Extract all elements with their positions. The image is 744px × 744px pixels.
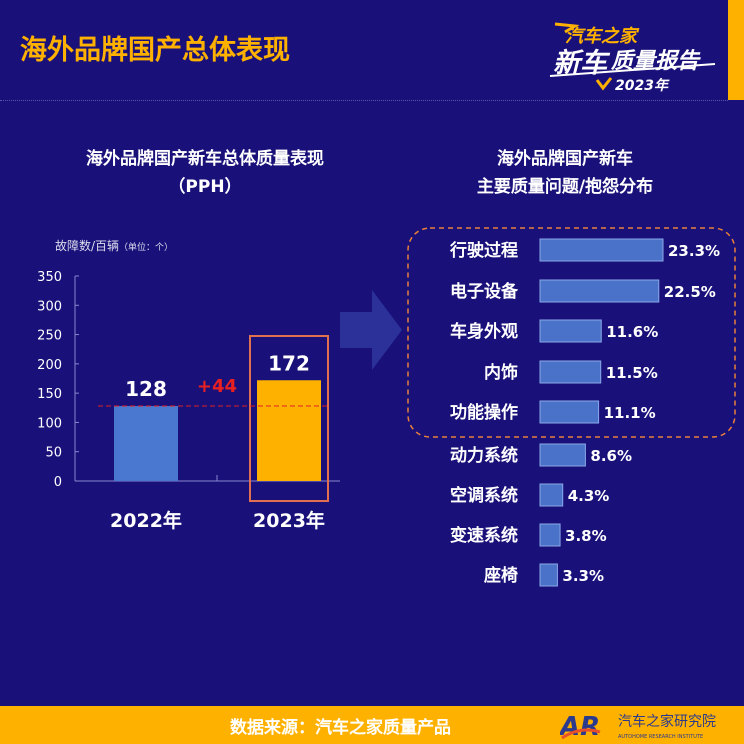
category-label: 内饰: [484, 362, 518, 383]
y-tick-label: 350: [37, 270, 62, 285]
y-tick-label: 0: [54, 475, 62, 490]
bar-2022年: [114, 406, 178, 481]
category-label: 电子设备: [450, 281, 519, 302]
bar-行驶过程: [539, 238, 664, 262]
svg-text:汽车之家: 汽车之家: [565, 26, 640, 47]
source-text: 数据来源：汽车之家质量产品: [230, 718, 451, 738]
arrow-icon: [340, 290, 402, 370]
category-label: 功能操作: [450, 402, 518, 423]
data-label: 11.1%: [604, 404, 656, 422]
bar-空调系统: [539, 483, 564, 507]
data-label: 4.3%: [568, 487, 610, 505]
bar-变速系统: [539, 523, 561, 547]
bar-车身外观: [539, 319, 602, 343]
footer-bar: [0, 706, 744, 744]
svg-text:AR: AR: [560, 712, 600, 742]
bar-动力系统: [539, 443, 586, 467]
x-tick-label: 2022年: [110, 509, 182, 532]
y-tick-label: 250: [37, 329, 62, 344]
bar-电子设备: [539, 279, 660, 303]
category-label: 座椅: [484, 565, 518, 586]
data-label: 128: [125, 377, 167, 401]
y-tick-label: 100: [37, 416, 62, 431]
right-title-text: 海外品牌国产新车: [497, 149, 633, 169]
svg-text:汽车之家研究院: 汽车之家研究院: [618, 713, 716, 730]
right-subtitle-text: 主要质量问题/抱怨分布: [476, 177, 654, 197]
right-chart-title: 海外品牌国产新车 主要质量问题/抱怨分布: [400, 145, 730, 201]
ylabel: 故障数/百辆: [55, 239, 120, 253]
bar-内饰: [539, 360, 602, 384]
y-tick-label: 200: [37, 358, 62, 373]
difference-annotation: +44: [197, 376, 237, 397]
category-label: 变速系统: [450, 525, 518, 546]
data-label: 11.5%: [606, 364, 658, 382]
y-axis-label: 故障数/百辆（单位：个）: [55, 237, 173, 254]
highlight-box: [407, 227, 736, 438]
bar-2023年: [257, 380, 321, 481]
svg-text:AUTOHOME RESEARCH INSTITUTE: AUTOHOME RESEARCH INSTITUTE: [618, 734, 703, 740]
data-label: 3.8%: [565, 527, 607, 545]
highlight-box: [249, 335, 329, 502]
left-chart-title: 海外品牌国产新车总体质量表现 （PPH）: [30, 145, 380, 201]
data-label: 11.6%: [606, 323, 658, 341]
data-label: 22.5%: [664, 283, 716, 301]
bar-功能操作: [539, 400, 600, 424]
category-label: 空调系统: [450, 485, 518, 506]
report-logo: 汽车之家 新车 质量报告 2023年: [549, 22, 716, 92]
left-title-text: 海外品牌国产新车总体质量表现: [86, 149, 324, 169]
category-label: 动力系统: [450, 445, 518, 466]
accent-bar: [728, 0, 744, 100]
header-divider: [0, 100, 728, 101]
data-label: 172: [268, 351, 310, 375]
svg-text:2023年: 2023年: [615, 77, 670, 92]
data-label: 23.3%: [668, 242, 720, 260]
y-tick-label: 300: [37, 299, 62, 314]
left-subtitle-text: （PPH）: [168, 177, 242, 197]
x-tick-label: 2023年: [253, 509, 325, 532]
category-label: 行驶过程: [449, 240, 518, 261]
page-title: 海外品牌国产总体表现: [20, 35, 290, 66]
data-label: 3.3%: [562, 567, 604, 585]
institute-logo: AR 汽车之家研究院 AUTOHOME RESEARCH INSTITUTE: [560, 712, 716, 742]
data-label: 8.6%: [590, 447, 632, 465]
y-tick-label: 150: [37, 387, 62, 402]
category-label: 车身外观: [450, 321, 518, 342]
unit-note: （单位：个）: [119, 243, 174, 253]
bar-座椅: [539, 563, 558, 587]
y-tick-label: 50: [45, 446, 62, 461]
